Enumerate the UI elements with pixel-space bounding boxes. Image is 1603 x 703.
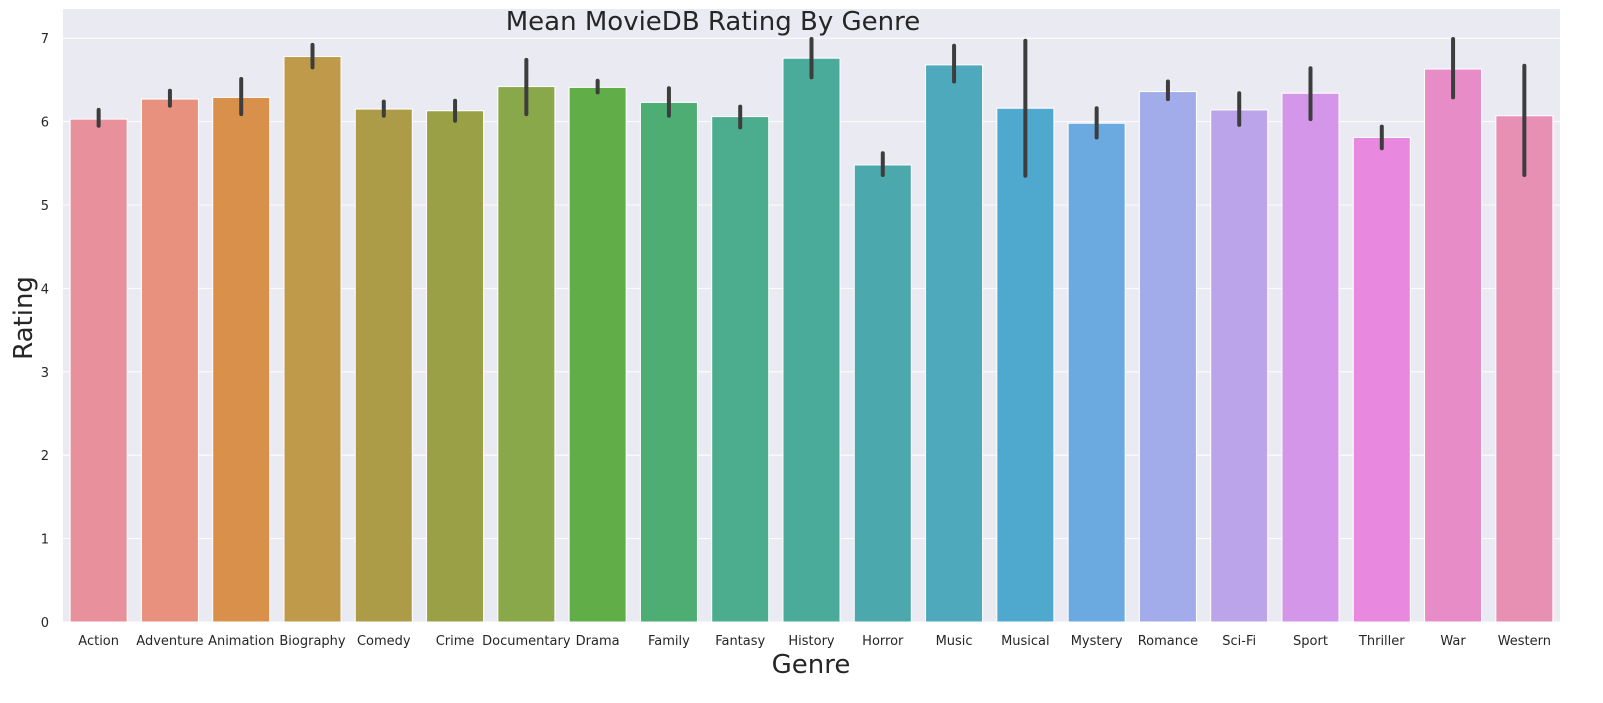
x-tick-label: Musical (1001, 634, 1050, 649)
x-tick-label: War (1440, 634, 1466, 649)
x-tick-label: Western (1498, 634, 1551, 649)
bar-music (925, 64, 984, 623)
bar-history (782, 57, 841, 623)
x-tick-label: Horror (862, 634, 904, 649)
bar-drama (568, 86, 627, 623)
x-tick-label: Documentary (482, 634, 571, 649)
y-tick-labels: 0 1 2 3 4 5 6 7 (41, 32, 49, 631)
x-tick-label: Sci-Fi (1222, 634, 1256, 649)
bar-mystery (1067, 122, 1126, 623)
x-tick-label: History (788, 634, 835, 649)
y-tick-label: 7 (41, 32, 49, 47)
bar-romance (1138, 91, 1197, 623)
bar-adventure (140, 98, 199, 623)
bar-war (1424, 68, 1483, 623)
y-tick-label: 1 (41, 533, 49, 548)
x-tick-label: Mystery (1071, 634, 1123, 649)
x-tick-label: Comedy (357, 634, 411, 649)
x-tick-label: Thriller (1358, 634, 1405, 649)
x-tick-label: Adventure (136, 634, 203, 649)
bar-animation (212, 96, 271, 623)
x-tick-label: Biography (279, 634, 346, 649)
x-axis-title: Genre (772, 650, 851, 680)
x-tick-label: Action (78, 634, 119, 649)
bar-biography (283, 56, 342, 623)
y-tick-label: 2 (41, 449, 49, 464)
bars (69, 56, 1554, 623)
x-tick-label: Sport (1293, 634, 1328, 649)
x-tick-labels: Action Adventure Animation Biography Comedy C… (78, 634, 1551, 649)
y-tick-label: 5 (41, 199, 49, 214)
bar-comedy (354, 108, 413, 623)
x-tick-label: Family (648, 634, 690, 649)
bar-sport (1281, 92, 1340, 623)
x-tick-label: Music (936, 634, 973, 649)
bar-thriller (1352, 136, 1411, 623)
x-tick-label: Drama (576, 634, 620, 649)
bar-sci-fi (1210, 109, 1269, 623)
y-tick-label: 3 (41, 366, 49, 381)
chart-title: Mean MovieDB Rating By Genre (506, 7, 921, 37)
y-tick-label: 4 (41, 282, 49, 297)
x-tick-label: Crime (436, 634, 475, 649)
y-axis-title: Rating (9, 276, 39, 360)
y-tick-label: 6 (41, 116, 49, 131)
bar-documentary (497, 86, 556, 623)
x-tick-label: Fantasy (715, 634, 765, 649)
x-tick-label: Animation (208, 634, 274, 649)
bar-horror (853, 164, 912, 623)
bar-fantasy (711, 116, 770, 623)
bar-musical (996, 107, 1055, 623)
x-tick-label: Romance (1138, 634, 1198, 649)
bar-western (1495, 115, 1554, 623)
error-bars (96, 37, 1527, 178)
bar-family (639, 101, 698, 623)
y-tick-label: 0 (41, 616, 49, 631)
bar-action (69, 118, 128, 623)
bar-crime (426, 110, 485, 623)
